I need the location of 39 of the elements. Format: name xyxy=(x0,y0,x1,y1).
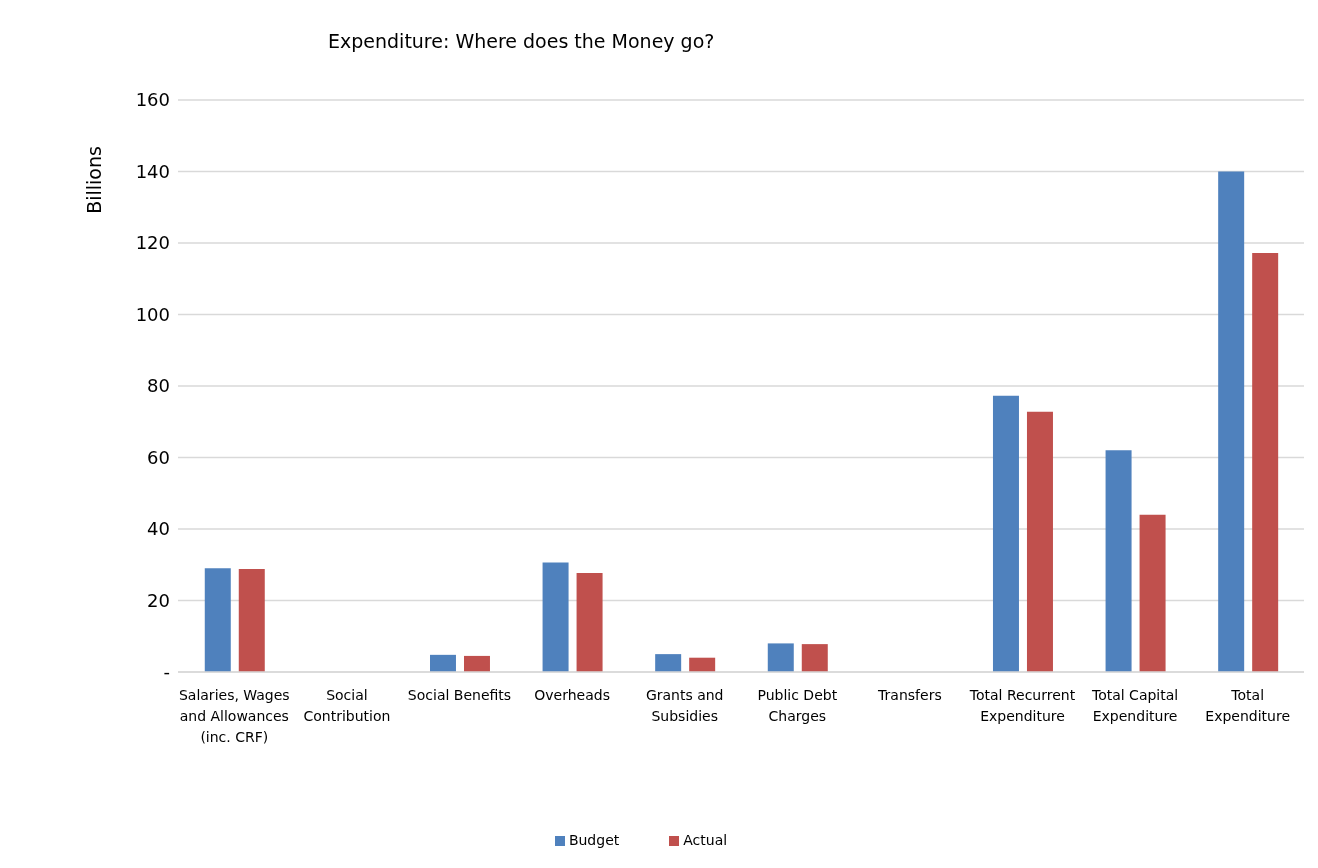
y-tick-label: - xyxy=(163,661,170,683)
x-tick-label: Total Capital Expenditure xyxy=(1090,687,1179,724)
bar xyxy=(767,643,794,672)
bar xyxy=(429,654,456,672)
bar xyxy=(801,644,828,672)
x-tick-label: Social Benefits xyxy=(407,687,512,703)
x-tick-label: Grants and Subsidies xyxy=(645,687,724,724)
bar xyxy=(992,395,1019,672)
x-tick-label: Total Expenditure xyxy=(1205,687,1291,724)
legend-label: Actual xyxy=(683,832,728,848)
bar xyxy=(204,568,231,672)
bar xyxy=(1252,253,1279,672)
y-tick-label: 60 xyxy=(147,446,170,468)
x-tick-label: Social Contribution xyxy=(303,687,391,724)
y-tick-label: 40 xyxy=(147,518,170,540)
bar xyxy=(1026,411,1053,672)
bar xyxy=(689,657,716,672)
bar xyxy=(576,572,603,672)
bar xyxy=(238,569,265,672)
y-tick-label: 160 xyxy=(135,89,170,111)
x-tick-label: Total Recurrent Expenditure xyxy=(968,687,1076,724)
legend-label: Budget xyxy=(568,832,620,848)
y-axis-title: Billions xyxy=(83,146,106,214)
bar xyxy=(1105,450,1132,672)
y-tick-label: 100 xyxy=(135,303,170,325)
bar xyxy=(655,654,682,672)
y-tick-label: 140 xyxy=(135,160,170,182)
y-tick-label: 120 xyxy=(135,232,170,254)
chart-title: Expenditure: Where does the Money go? xyxy=(328,30,715,52)
x-tick-label: Transfers xyxy=(877,687,942,703)
bar xyxy=(542,562,569,672)
x-tick-label: Overheads xyxy=(534,687,610,703)
y-tick-label: 80 xyxy=(147,375,170,397)
bar xyxy=(1139,514,1166,672)
bar xyxy=(1218,171,1245,672)
x-tick-label: Public Debt Charges xyxy=(757,687,838,724)
y-tick-label: 20 xyxy=(147,589,170,611)
x-tick-label: Salaries, Wages and Allowances (inc. CRF) xyxy=(178,687,290,745)
bar xyxy=(463,655,490,672)
